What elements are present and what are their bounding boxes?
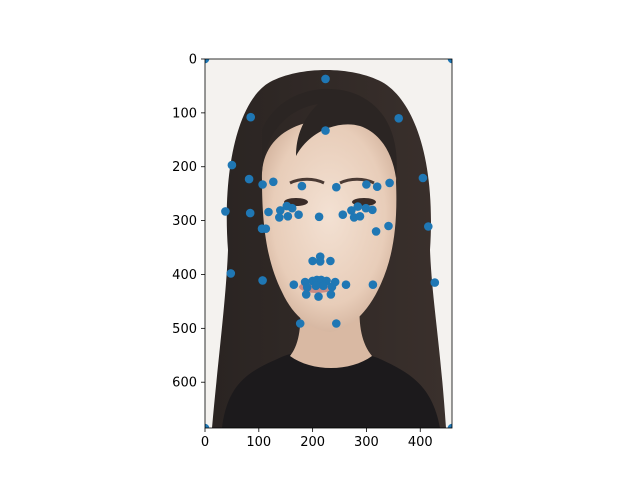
scatter-point bbox=[338, 210, 348, 219]
x-tick-label: 300 bbox=[354, 435, 379, 450]
scatter-point bbox=[226, 269, 236, 278]
scatter-point bbox=[301, 290, 311, 299]
scatter-point bbox=[205, 59, 210, 64]
scatter-point bbox=[205, 423, 210, 428]
scatter-point bbox=[362, 180, 371, 189]
scatter-point bbox=[341, 280, 351, 290]
scatter-point bbox=[287, 203, 297, 213]
x-tick-label: 200 bbox=[300, 435, 325, 450]
scatter-point bbox=[326, 256, 335, 266]
scatter-point bbox=[269, 177, 278, 187]
scatter-points bbox=[205, 59, 452, 428]
x-axis: 0 100 200 300 400 bbox=[201, 428, 433, 450]
scatter-point bbox=[308, 256, 317, 266]
scatter-point bbox=[353, 202, 363, 211]
y-tick-label: 100 bbox=[172, 106, 197, 121]
scatter-point bbox=[447, 59, 452, 64]
scatter-point bbox=[258, 276, 267, 285]
scatter-point bbox=[347, 206, 356, 215]
scatter-point bbox=[275, 213, 284, 222]
scatter-point bbox=[315, 257, 325, 266]
scatter-point bbox=[424, 222, 433, 231]
scatter-point bbox=[258, 180, 267, 189]
x-tick-label: 400 bbox=[408, 435, 433, 450]
scatter-point bbox=[264, 207, 273, 217]
y-tick-label: 0 bbox=[189, 53, 197, 68]
scatter-point bbox=[244, 174, 254, 184]
scatter-point bbox=[289, 280, 299, 290]
scatter-point bbox=[227, 160, 237, 170]
scatter-point bbox=[297, 181, 307, 191]
scatter-point bbox=[327, 282, 337, 292]
scatter-point bbox=[311, 281, 321, 291]
scatter-point bbox=[276, 206, 285, 215]
scatter-point bbox=[394, 114, 404, 123]
scatter-point bbox=[319, 281, 328, 291]
y-tick-label: 500 bbox=[172, 322, 197, 337]
scatter-point bbox=[430, 278, 440, 287]
scatter-point bbox=[246, 112, 255, 122]
x-tick-label: 100 bbox=[246, 435, 271, 450]
y-tick-label: 200 bbox=[172, 160, 197, 175]
scatter-point bbox=[294, 210, 303, 219]
scatter-point bbox=[261, 224, 271, 233]
y-tick-label: 300 bbox=[172, 214, 197, 229]
scatter-point bbox=[302, 283, 312, 292]
y-tick-label: 400 bbox=[172, 268, 197, 283]
scatter-point bbox=[368, 280, 378, 290]
scatter-point bbox=[447, 423, 452, 428]
scatter-point bbox=[385, 178, 394, 188]
scatter-point bbox=[332, 319, 341, 328]
scatter-point bbox=[221, 207, 230, 216]
scatter-point bbox=[332, 182, 341, 192]
scatter-point bbox=[314, 212, 324, 222]
y-tick-label: 600 bbox=[172, 376, 197, 391]
scatter-point bbox=[314, 292, 323, 301]
scatter-point bbox=[245, 208, 255, 218]
scatter-point bbox=[371, 227, 381, 236]
scatter-point bbox=[326, 290, 336, 299]
axes-frame bbox=[204, 58, 453, 429]
scatter-point bbox=[372, 182, 382, 191]
face-photo bbox=[205, 59, 452, 428]
scatter-point bbox=[368, 205, 377, 215]
scatter-point bbox=[321, 126, 330, 135]
scatter-point bbox=[295, 319, 305, 328]
scatter-point bbox=[321, 74, 330, 84]
scatter-point bbox=[418, 173, 428, 183]
scatter-point bbox=[283, 212, 293, 221]
y-axis: 0 100 200 300 400 500 600 bbox=[172, 53, 205, 391]
scatter-point bbox=[384, 221, 393, 231]
x-tick-label: 0 bbox=[201, 435, 209, 450]
scatter-point bbox=[361, 203, 371, 213]
scatter-point bbox=[355, 212, 365, 221]
